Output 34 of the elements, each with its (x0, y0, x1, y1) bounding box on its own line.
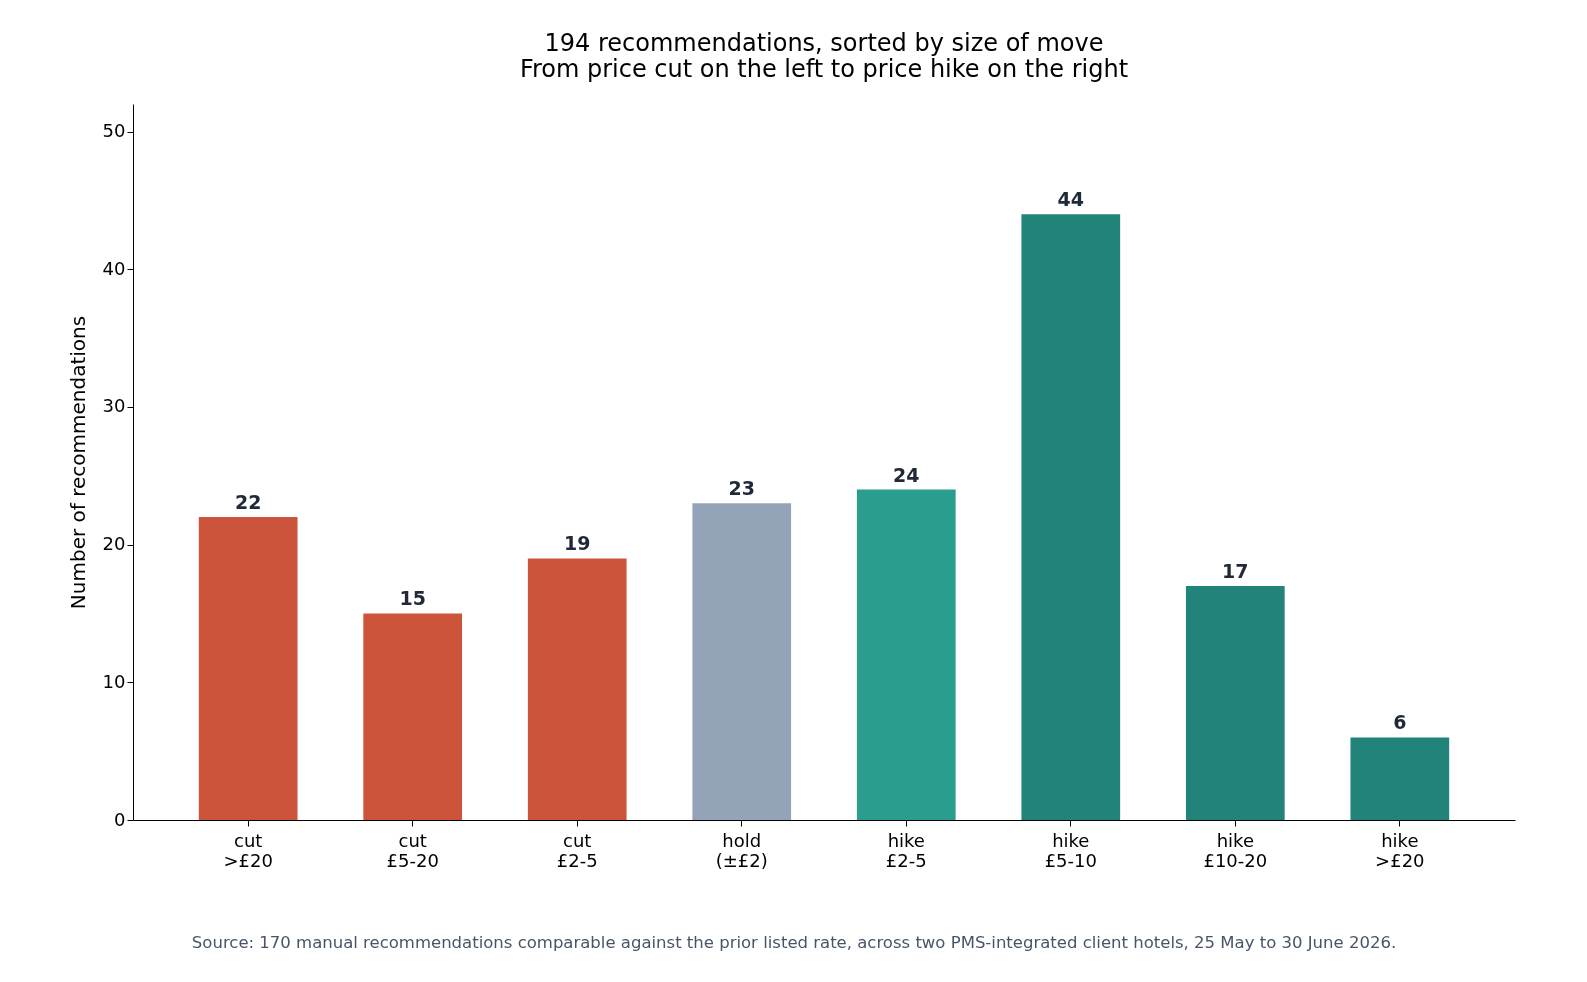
data-label: 6 (1393, 711, 1407, 734)
x-tick-label: cut >£20 (223, 829, 273, 871)
bar (1185, 585, 1285, 820)
x-tick-label: hike >£20 (1375, 829, 1425, 871)
y-axis-title: Number of recommendations (65, 315, 90, 610)
y-tick-label: 20 (102, 533, 126, 555)
data-label: 23 (728, 477, 755, 500)
y-tick-label: 50 (102, 120, 126, 142)
source-note: Source: 170 manual recommendations comparable against the prior listed rate, across two PMS-integrated client hotels, 25 May to 30 June 2026. (191, 933, 1397, 952)
y-tick-label: 10 (102, 670, 126, 692)
data-label: 19 (563, 532, 591, 555)
bar (363, 613, 463, 820)
text: 194 recommendations, sorted by size of move (544, 29, 1104, 57)
data-label: 22 (234, 491, 262, 514)
x-tick-label: hike £5-10 (1044, 829, 1097, 871)
text: From price cut on the left to price hike on the right (519, 55, 1129, 83)
bar (692, 503, 792, 820)
bar (527, 558, 627, 820)
data-label: 44 (1057, 188, 1085, 211)
x-tick-label: hold (±£2) (715, 829, 768, 871)
x-tick-label: hike £10-20 (1203, 829, 1268, 871)
y-tick-label: 0 (114, 808, 126, 830)
data-label: 17 (1222, 559, 1249, 582)
bar (1350, 737, 1450, 820)
x-tick-label: cut £2-5 (556, 829, 598, 871)
bar (1021, 214, 1121, 820)
bar (198, 517, 298, 820)
y-tick-label: 40 (102, 257, 126, 279)
y-tick-label: 30 (102, 395, 126, 417)
x-tick-label: hike £2-5 (885, 829, 927, 871)
data-label: 24 (893, 463, 920, 486)
x-tick-label: cut £5-20 (386, 829, 439, 871)
data-label: 15 (399, 587, 426, 610)
bar (856, 489, 956, 820)
